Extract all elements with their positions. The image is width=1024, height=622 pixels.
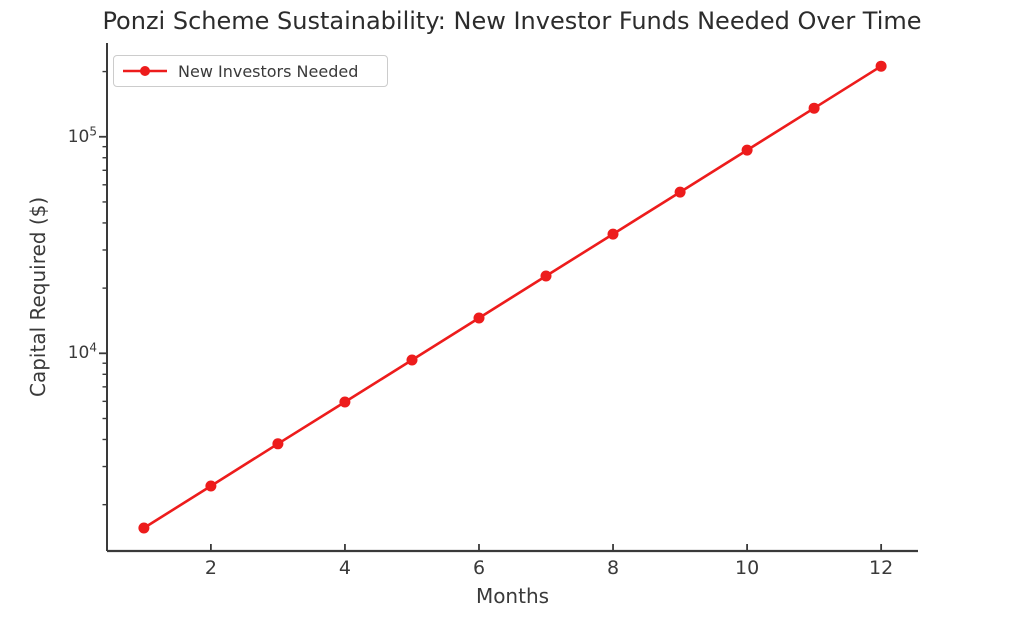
x-axis-label: Months bbox=[475, 584, 550, 608]
data-point-marker bbox=[875, 60, 887, 72]
x-tick-label: 4 bbox=[338, 557, 351, 579]
chart-title: Ponzi Scheme Sustainability: New Investo… bbox=[102, 7, 922, 35]
data-point-marker bbox=[339, 396, 351, 408]
legend-label: New Investors Needed bbox=[178, 61, 359, 81]
legend-line-sample bbox=[123, 66, 167, 76]
x-tick-label: 10 bbox=[734, 557, 760, 579]
data-point-marker bbox=[741, 144, 753, 156]
x-tick-label: 2 bbox=[204, 557, 217, 579]
data-point-marker bbox=[205, 480, 217, 492]
data-point-marker bbox=[674, 186, 686, 198]
legend: New Investors Needed bbox=[113, 55, 388, 87]
x-tick-label: 6 bbox=[472, 557, 486, 579]
data-point-marker bbox=[808, 102, 820, 114]
series-line bbox=[143, 65, 882, 530]
data-point-marker bbox=[473, 312, 485, 324]
y-tick-label: 105 bbox=[67, 124, 97, 147]
data-point-marker bbox=[540, 270, 552, 282]
data-point-marker bbox=[272, 438, 284, 450]
data-point-marker bbox=[406, 354, 418, 366]
x-tick-label: 8 bbox=[606, 557, 620, 579]
data-point-marker bbox=[607, 228, 619, 240]
y-tick-label: 104 bbox=[67, 340, 97, 364]
x-tick-label: 12 bbox=[869, 557, 894, 579]
data-point-marker bbox=[138, 522, 150, 534]
